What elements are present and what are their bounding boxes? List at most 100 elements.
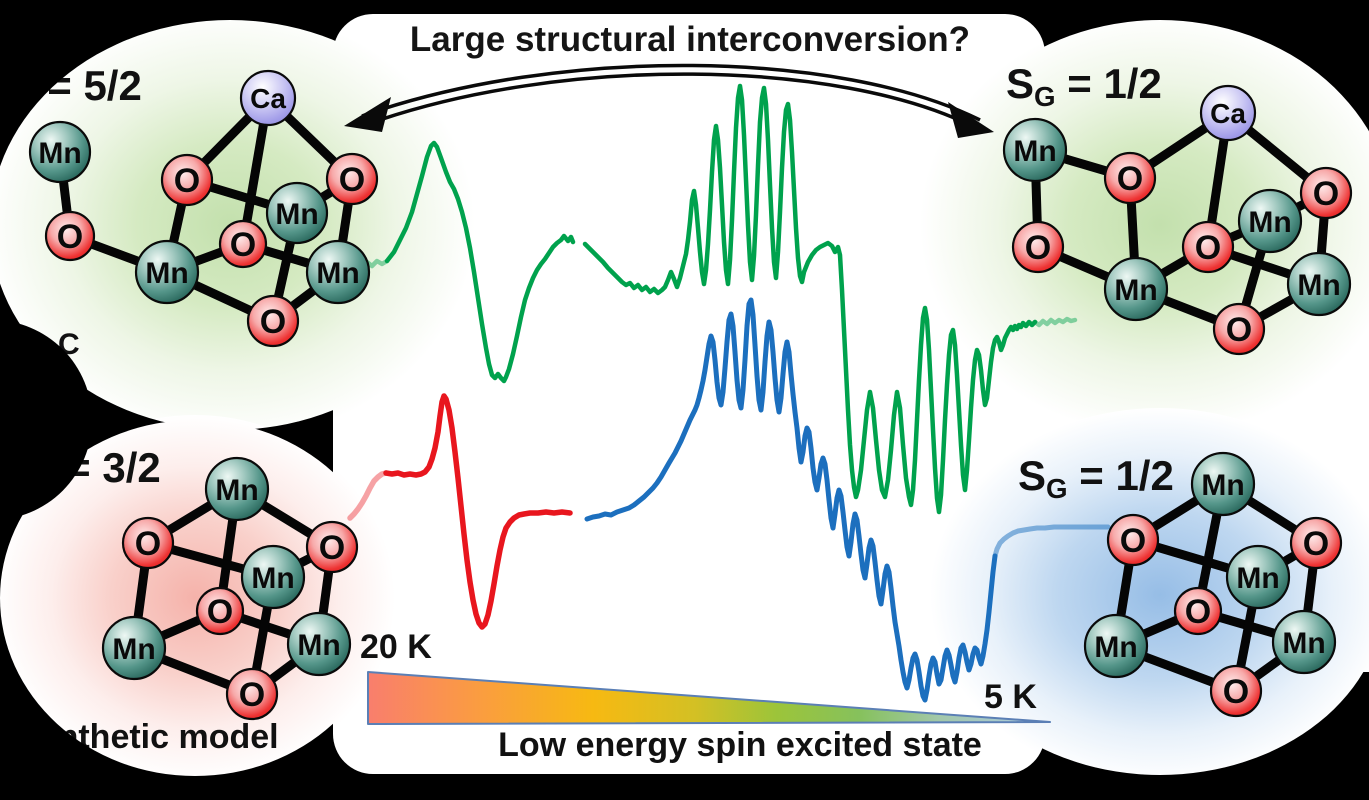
atom-label-Mn: Mn — [316, 257, 359, 290]
atom-O: O — [218, 219, 268, 269]
atom-label-Mn: Mn — [1248, 206, 1291, 239]
atom-O: O — [1106, 513, 1160, 567]
atom-label-O: O — [207, 593, 233, 631]
atom-Mn: Mn — [28, 120, 92, 184]
spin-value: = 3/2 — [54, 444, 161, 491]
spin-subscript: G — [1046, 472, 1068, 504]
atom-label-O: O — [260, 303, 286, 341]
atom-label-Mn: Mn — [1297, 269, 1340, 302]
atom-Mn: Mn — [265, 181, 329, 245]
atom-label-Mn: Mn — [251, 562, 294, 595]
atom-label-Mn: Mn — [1013, 135, 1056, 168]
atom-Mn: Mn — [305, 239, 371, 305]
atom-label-Mn: Mn — [275, 198, 318, 231]
atom-Ca: Ca — [239, 69, 297, 127]
page-title: Large structural interconversion? — [409, 20, 971, 59]
atom-label-O: O — [1226, 311, 1252, 349]
epr-spectra — [347, 83, 1111, 703]
atom-O: O — [1209, 664, 1263, 718]
atom-Mn: Mn — [240, 544, 306, 610]
atom-O: O — [246, 294, 300, 348]
atom-label-O: O — [1120, 522, 1146, 560]
spin-value: = 1/2 — [1067, 452, 1174, 499]
atom-label-O: O — [319, 529, 345, 567]
atom-label-Mn: Mn — [112, 633, 155, 666]
atom-O: O — [1173, 586, 1223, 636]
epr-green-segment — [384, 140, 576, 384]
atom-label-Mn: Mn — [1094, 631, 1137, 664]
atom-O: O — [325, 152, 379, 206]
atom-label-O: O — [1025, 229, 1051, 267]
arrow-shaft-lower — [367, 72, 975, 129]
spin-subscript: G — [14, 82, 36, 114]
atom-Mn: Mn — [1103, 256, 1169, 322]
atom-Mn: Mn — [1190, 451, 1256, 517]
atom-label-Mn: Mn — [1236, 562, 1279, 595]
atom-O: O — [225, 667, 279, 721]
atom-Mn: Mn — [1225, 544, 1291, 610]
spin-symbol: S — [1018, 452, 1047, 499]
spin-label-bottom-right: SG = 1/2 — [1018, 452, 1174, 505]
atom-Mn: Mn — [1002, 117, 1068, 183]
arrow-head-right — [948, 102, 994, 138]
atom-label-O: O — [230, 226, 256, 264]
atom-label-Mn: Mn — [1282, 627, 1325, 660]
spin-subscript: S — [36, 464, 55, 496]
atom-O: O — [1181, 220, 1235, 274]
molecule-bottom-left-mn4o4-cubane: Mn O O Mn O Mn Mn O — [101, 456, 359, 721]
caption-oec-fragment: C — [58, 328, 80, 361]
atom-O: O — [44, 210, 96, 262]
atom-O: O — [1289, 516, 1343, 570]
epr-green-segment — [1032, 316, 1078, 328]
atom-Mn: Mn — [134, 239, 200, 305]
atom-label-Mn: Mn — [215, 474, 258, 507]
caption-temp-high: 20 K — [360, 628, 432, 666]
atom-label-Ca: Ca — [250, 83, 286, 114]
atom-label-Mn: Mn — [1114, 274, 1157, 307]
atom-O: O — [1103, 151, 1157, 205]
atom-Mn: Mn — [1083, 613, 1149, 679]
atom-label-Mn: Mn — [1201, 469, 1244, 502]
atom-label-O: O — [1303, 525, 1329, 563]
atom-label-O: O — [1117, 160, 1143, 198]
atom-Mn: Mn — [101, 615, 167, 681]
caption-excited-state: Low energy spin excited state — [498, 726, 982, 764]
atom-label-O: O — [1185, 593, 1211, 631]
atom-label-O: O — [57, 218, 83, 256]
atom-label-O: O — [135, 525, 161, 563]
atom-label-Mn: Mn — [38, 137, 81, 170]
interconversion-arrow — [344, 63, 994, 138]
atom-Mn: Mn — [1237, 188, 1303, 254]
spin-value: = 1/2 — [1055, 60, 1162, 107]
spin-subscript: G — [1034, 80, 1056, 112]
atom-Mn: Mn — [204, 456, 270, 522]
atom-label-O: O — [1223, 673, 1249, 711]
epr-blue-segment — [992, 524, 1111, 559]
temperature-gradient-bar — [367, 671, 1051, 725]
spin-symbol: S — [0, 62, 15, 109]
atom-Mn: Mn — [1286, 251, 1352, 317]
caption-model: Synthetic model — [16, 718, 279, 756]
atom-label-O: O — [174, 162, 200, 200]
atom-O: O — [1299, 166, 1353, 220]
spin-symbol: S — [1006, 60, 1035, 107]
atom-label-Ca: Ca — [1210, 98, 1246, 129]
atom-Mn: Mn — [1271, 609, 1337, 675]
atom-label-Mn: Mn — [145, 257, 188, 290]
atom-Mn: Mn — [286, 611, 352, 677]
atom-O: O — [1212, 302, 1266, 356]
atom-Ca: Ca — [1199, 84, 1257, 142]
epr-red-segment — [347, 470, 389, 521]
atom-O: O — [1011, 220, 1065, 274]
spin-label-top-left: SG = 5/2 — [0, 62, 142, 115]
atom-O: O — [121, 516, 175, 570]
epr-green-trace — [349, 83, 1078, 515]
spin-label-top-right: SG = 1/2 — [1006, 60, 1162, 113]
atom-label-Mn: Mn — [297, 629, 340, 662]
spin-value: = 5/2 — [35, 62, 142, 109]
atom-O: O — [160, 153, 214, 207]
